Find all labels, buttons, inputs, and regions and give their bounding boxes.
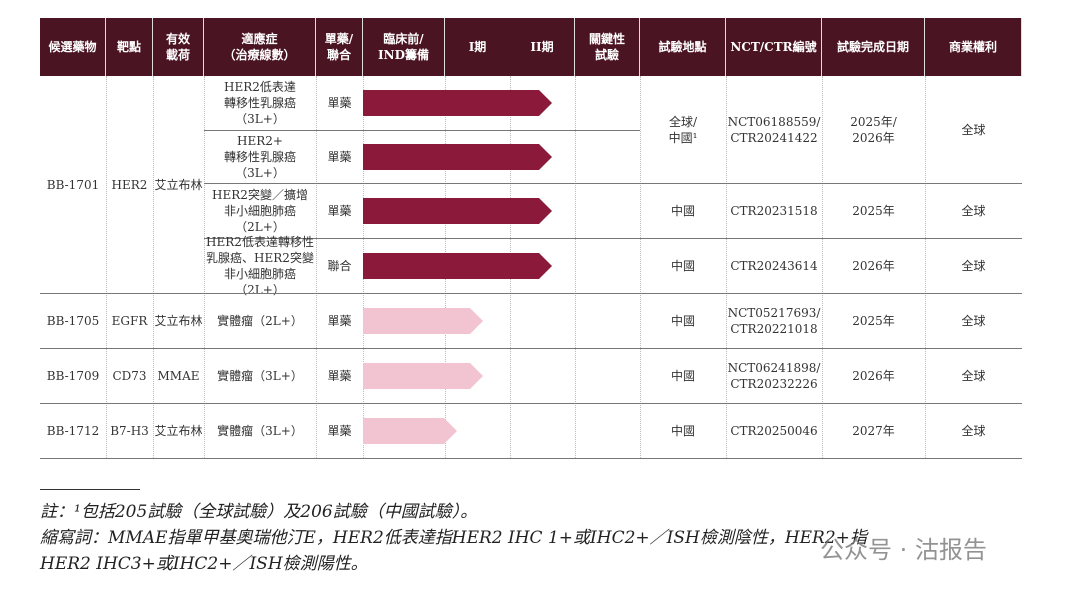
column-header: 靶點 (106, 18, 153, 76)
column-divider (640, 76, 641, 458)
drug-name: BB-1705 (46, 313, 100, 328)
commercial-rights: 全球 (961, 313, 986, 328)
mode: 單藥 (327, 149, 352, 164)
column-divider (575, 76, 576, 458)
payload: 艾立布林 (154, 423, 203, 438)
target: B7-H3 (110, 423, 149, 438)
mode: 單藥 (327, 96, 352, 110)
progress-bar (363, 417, 457, 444)
drug-name: BB-1712 (46, 423, 100, 438)
completion-date: 2025年 (852, 313, 895, 328)
column-header: I期 (468, 40, 487, 54)
trial-site: 全球/ 中國¹ (668, 114, 698, 145)
indication: HER2低表達 轉移性乳腺癌 （3L+） (223, 80, 296, 126)
target: HER2 (111, 177, 148, 192)
indication: HER2+ 轉移性乳腺癌 （3L+） (223, 133, 296, 180)
mode: 單藥 (327, 423, 352, 438)
mode: 聯合 (327, 258, 352, 273)
trial-site: 中國 (670, 423, 695, 438)
completion-date: 2025年/ 2026年 (850, 114, 897, 145)
completion-date: 2026年 (852, 258, 895, 273)
progress-bar (363, 143, 552, 170)
trial-id: NCT06241898/ CTR20232226 (727, 360, 821, 391)
progress-bar (363, 252, 552, 279)
target: CD73 (112, 368, 147, 383)
column-header: NCT/CTR編號 (726, 18, 822, 76)
row-divider (204, 130, 640, 131)
trial-id: NCT05217693/ CTR20221018 (727, 305, 821, 336)
payload: MMAE (157, 368, 200, 383)
target: EGFR (111, 313, 148, 328)
trial-site: 中國 (670, 258, 695, 273)
watermark: 公众号 · 沽报告 (820, 536, 987, 564)
column-divider (204, 76, 205, 458)
column-header: 單藥/ 聯合 (316, 18, 363, 76)
row-divider (204, 183, 1022, 184)
trial-site: 中國 (670, 203, 695, 218)
column-header: 試驗完成日期 (822, 18, 925, 76)
column-divider (925, 76, 926, 458)
column-header: 試驗地點 (640, 18, 726, 76)
mode: 單藥 (327, 368, 352, 383)
column-header: 適應症 （治療線數） (204, 18, 316, 76)
completion-date: 2025年 (852, 203, 895, 218)
completion-date: 2027年 (852, 423, 895, 438)
column-header: 商業權利 (925, 18, 1022, 76)
indication: 實體瘤（3L+） (217, 368, 303, 383)
payload: 艾立布林 (154, 313, 203, 328)
row-divider (204, 238, 1022, 239)
completion-date: 2026年 (852, 368, 895, 383)
mode: 單藥 (327, 203, 352, 218)
column-header: 臨床前/ IND籌備 (363, 18, 445, 76)
trial-site: 中國 (670, 368, 695, 383)
progress-bar (363, 307, 483, 334)
payload: 艾立布林 (154, 177, 203, 192)
column-divider (822, 76, 823, 458)
trial-id: CTR20250046 (730, 423, 818, 438)
drug-name: BB-1709 (46, 368, 100, 383)
footnote-note: 註：¹包括205試驗（全球試驗）及206試驗（中國試驗）。 (40, 502, 478, 522)
footnote-abbreviations: 縮寫詞：MMAE指單甲基奧瑞他汀E，HER2低表達指HER2 IHC 1+或IH… (40, 528, 867, 548)
commercial-rights: 全球 (961, 203, 986, 218)
progress-bar (363, 197, 552, 224)
column-header: II期 (510, 18, 575, 76)
indication: HER2低表達轉移性 乳腺癌、HER2突變 非小細胞肺癌（2L+） (206, 234, 314, 297)
progress-bar (363, 90, 552, 116)
trial-site: 中國 (670, 313, 695, 328)
trial-id: NCT06188559/ CTR20241422 (727, 114, 821, 145)
commercial-rights: 全球 (961, 423, 986, 438)
footnote-divider (40, 489, 140, 490)
row-divider (40, 403, 1022, 404)
progress-bar (363, 362, 483, 389)
trial-id: CTR20231518 (730, 203, 818, 218)
row-divider (40, 293, 1022, 294)
column-divider (106, 76, 107, 458)
column-header: 關鍵性 試驗 (575, 18, 640, 76)
row-divider (40, 348, 1022, 349)
column-divider (153, 76, 154, 458)
drug-name: BB-1701 (46, 177, 100, 192)
mode: 單藥 (327, 313, 352, 328)
indication: HER2突變／擴增 非小細胞肺癌 （2L+） (212, 187, 308, 234)
column-header: 有效 載荷 (153, 18, 204, 76)
footnote-abbreviations-cont: HER2 IHC3+或IHC2+／ISH檢測陽性。 (40, 554, 368, 574)
trial-id: CTR20243614 (730, 258, 818, 273)
row-divider (40, 458, 1022, 459)
commercial-rights: 全球 (961, 122, 986, 137)
commercial-rights: 全球 (961, 258, 986, 273)
column-header: 候選藥物 (40, 18, 106, 76)
indication: 實體瘤（2L+） (217, 313, 303, 328)
commercial-rights: 全球 (961, 368, 986, 383)
column-divider (316, 76, 317, 458)
column-divider (726, 76, 727, 458)
indication: 實體瘤（3L+） (217, 423, 303, 438)
